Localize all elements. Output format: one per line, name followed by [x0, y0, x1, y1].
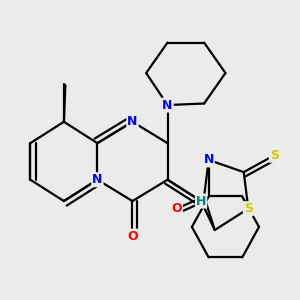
Text: S: S [270, 149, 279, 162]
Text: N: N [92, 173, 103, 186]
Text: N: N [127, 115, 138, 128]
Text: H: H [196, 195, 206, 208]
Text: S: S [244, 202, 253, 215]
Text: O: O [171, 202, 182, 215]
Text: N: N [203, 153, 214, 167]
Text: O: O [127, 230, 138, 243]
Text: N: N [162, 98, 173, 112]
